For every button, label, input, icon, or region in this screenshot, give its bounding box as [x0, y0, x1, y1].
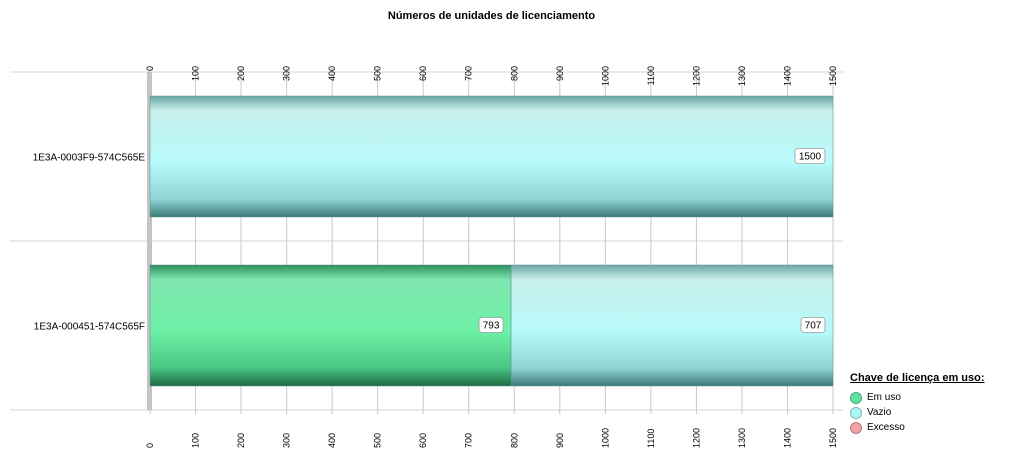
x-tick-label-bottom: 1000	[600, 428, 610, 448]
x-tick-label-bottom: 1300	[737, 428, 747, 448]
x-tick-label-top: 1100	[646, 66, 656, 85]
legend-label-em-uso: Em uso	[867, 392, 901, 403]
x-tick-label-top: 700	[464, 66, 474, 81]
x-tick-label-top: 1400	[782, 66, 792, 86]
x-tick-label-bottom: 600	[418, 433, 428, 448]
data-label: 707	[805, 321, 822, 332]
x-tick-label-top: 600	[418, 66, 428, 81]
chart-title: Números de unidades de licenciamento	[387, 10, 596, 22]
x-tick-label-top: 400	[327, 66, 337, 81]
x-tick-label-bottom: 300	[282, 433, 292, 448]
data-label: 793	[483, 321, 500, 332]
legend-swatch-em-uso	[850, 391, 862, 404]
data-label-box	[794, 148, 826, 164]
x-tick-label-bottom: 1200	[691, 428, 701, 448]
x-tick-label-top: 1500	[828, 66, 838, 86]
bar-em-uso	[149, 264, 512, 387]
legend-swatch-excesso	[850, 421, 862, 434]
y-axis-bar	[147, 72, 152, 410]
x-tick-label-bottom: 800	[509, 433, 519, 448]
data-label-box	[800, 317, 826, 333]
bar-vazio	[149, 95, 834, 218]
legend-swatch-vazio	[850, 406, 862, 419]
category-label: 1E3A-000451-574C565F	[34, 322, 145, 333]
x-tick-label-bottom: 700	[464, 433, 474, 448]
bar-vazio	[510, 264, 834, 387]
x-tick-label-top: 1000	[600, 66, 610, 86]
x-tick-label-bottom: 1500	[828, 428, 838, 448]
x-tick-label-bottom: 100	[191, 433, 201, 448]
x-tick-label-top: 1300	[737, 66, 747, 86]
category-label: 1E3A-0003F9-574C565E	[33, 153, 146, 164]
x-tick-label-top: 0	[145, 66, 155, 71]
x-tick-label-bottom: 1400	[782, 428, 792, 448]
data-label: 1500	[799, 152, 822, 163]
legend-item-excesso: Excesso	[850, 420, 1016, 435]
legend-item-em-uso: Em uso	[850, 390, 1016, 405]
x-tick-label-top: 1200	[691, 66, 701, 86]
data-label-box	[478, 317, 504, 333]
x-tick-label-bottom: 900	[555, 433, 565, 448]
legend: Chave de licença em uso: Em uso Vazio Ex…	[850, 372, 1016, 435]
x-tick-label-top: 800	[509, 66, 519, 81]
legend-label-excesso: Excesso	[867, 422, 905, 433]
legend-label-vazio: Vazio	[867, 407, 892, 418]
x-tick-label-top: 900	[555, 66, 565, 81]
x-tick-label-top: 100	[191, 66, 201, 81]
x-tick-label-bottom: 1100	[646, 429, 656, 448]
x-tick-label-top: 200	[236, 66, 246, 81]
x-tick-label-bottom: 200	[236, 433, 246, 448]
x-tick-label-bottom: 0	[145, 443, 155, 448]
legend-title: Chave de licença em uso:	[850, 372, 985, 384]
legend-item-vazio: Vazio	[850, 405, 1016, 420]
x-tick-label-top: 300	[282, 66, 292, 81]
x-tick-label-top: 500	[373, 66, 383, 81]
x-tick-label-bottom: 400	[327, 433, 337, 448]
x-tick-label-bottom: 500	[373, 433, 383, 448]
